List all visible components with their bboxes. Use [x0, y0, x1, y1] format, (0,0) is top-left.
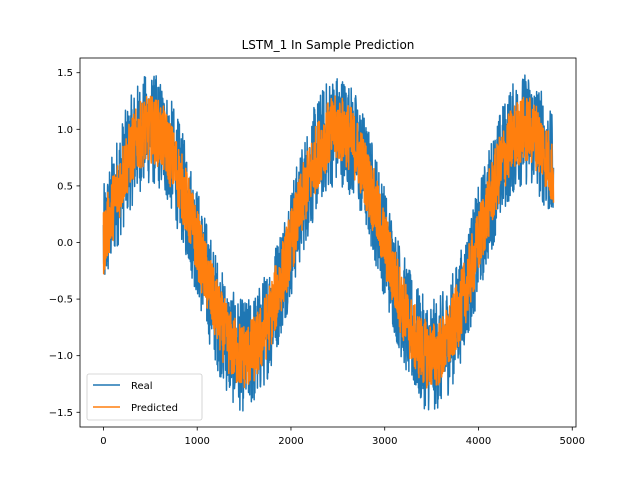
y-tick-label: −1.0: [49, 351, 73, 362]
y-tick-label: 1.5: [57, 68, 73, 79]
y-tick-label: 0.0: [57, 238, 73, 249]
series-line-predicted: [102, 95, 555, 389]
x-tick-label: 2000: [278, 436, 303, 447]
plot-area: 0 1000 2000 3000 4000 5000 −1.5 −1.0 −0.5 0.0 0.5…: [49, 57, 585, 447]
series-layer: [102, 74, 555, 412]
chart-title: LSTM_1 In Sample Prediction: [242, 38, 415, 52]
y-axis: −1.5 −1.0 −0.5 0.0 0.5 1.0 1.5: [49, 68, 80, 419]
legend-label-predicted: Predicted: [131, 403, 178, 414]
legend: Real Predicted: [86, 373, 203, 421]
x-tick-label: 5000: [560, 436, 585, 447]
x-tick-label: 0: [100, 436, 106, 447]
x-axis: 0 1000 2000 3000 4000 5000: [100, 427, 585, 447]
x-tick-label: 4000: [466, 436, 491, 447]
y-tick-label: −1.5: [49, 408, 73, 419]
x-tick-label: 3000: [372, 436, 397, 447]
y-tick-label: 0.5: [57, 181, 73, 192]
legend-label-real: Real: [131, 381, 153, 392]
x-tick-label: 1000: [184, 436, 209, 447]
y-tick-label: −0.5: [49, 295, 73, 306]
y-tick-label: 1.0: [57, 125, 73, 136]
